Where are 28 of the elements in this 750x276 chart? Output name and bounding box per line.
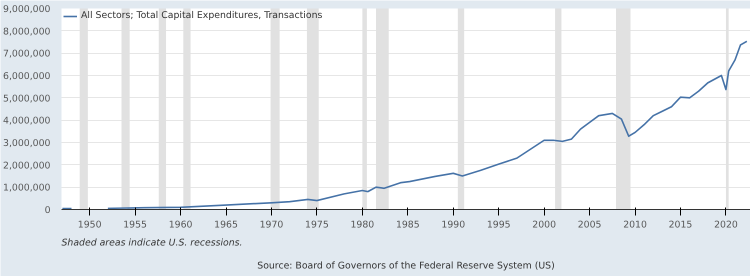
y-tick-label: 6,000,000 <box>3 71 51 82</box>
source-note: Source: Board of Governors of the Federal Reserve System (US) <box>257 260 555 272</box>
x-tick-label: 1980 <box>350 220 374 230</box>
y-tick-label: 0 <box>44 205 51 216</box>
x-tick-label: 1985 <box>396 220 420 230</box>
y-tick-label: 2,000,000 <box>3 160 51 172</box>
y-tick-label: 9,000,000 <box>3 4 51 15</box>
x-tick-label: 1950 <box>78 220 102 230</box>
x-tick-label: 2000 <box>532 220 556 230</box>
y-tick-label: 7,000,000 <box>3 48 51 60</box>
y-tick-label: 4,000,000 <box>3 116 51 127</box>
x-tick-label: 1965 <box>214 220 238 230</box>
x-tick-label: 1995 <box>486 220 511 230</box>
y-tick-label: 8,000,000 <box>3 26 51 38</box>
x-tick-label: 1955 <box>123 220 148 230</box>
x-tick-label: 1975 <box>305 220 329 230</box>
x-tick-label: 2015 <box>668 220 692 230</box>
x-tick-label: 1990 <box>441 220 466 230</box>
x-tick-label: 1960 <box>168 220 193 230</box>
x-tick-label: 2005 <box>578 220 602 230</box>
text: Shaded areas indicate U.S. recessions. <box>62 238 242 248</box>
legend-label: All Sectors; Total Capital Expenditures, Transactions <box>81 10 322 21</box>
y-tick-label: 3,000,000 <box>3 138 51 149</box>
y-tick-label: 1,000,000 <box>3 182 51 194</box>
x-tick-label: 1970 <box>260 220 284 230</box>
y-tick-label: 5,000,000 <box>3 93 51 104</box>
x-tick-label: 2020 <box>714 220 738 230</box>
x-tick-label: 2010 <box>623 220 647 230</box>
